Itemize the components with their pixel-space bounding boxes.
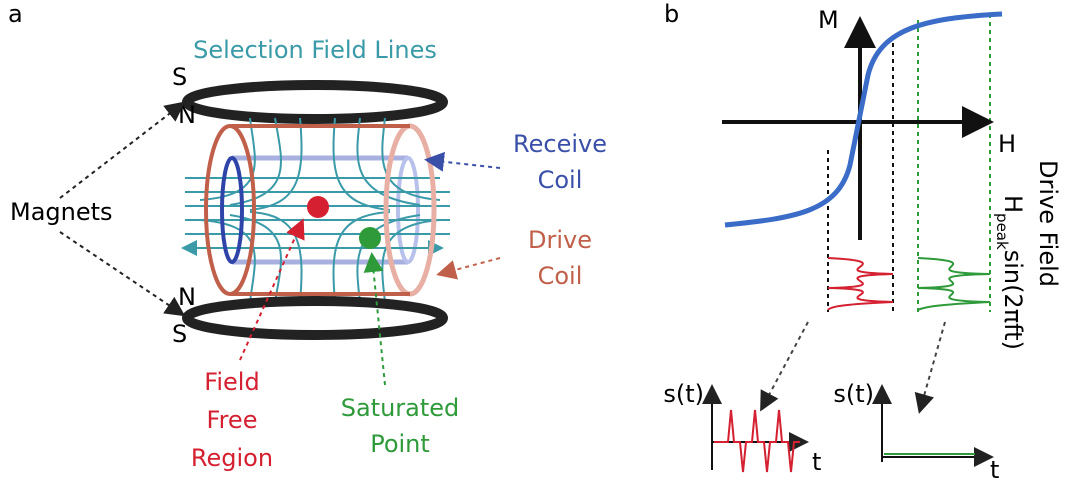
drive-coil-end xyxy=(206,126,254,294)
axis-label: t xyxy=(812,448,821,476)
axis-label: s(t) xyxy=(663,380,704,408)
receive-coil-label: Receive xyxy=(513,130,607,158)
axis-label: t xyxy=(990,456,999,484)
ffr-label: Field xyxy=(204,368,259,396)
symbol: H xyxy=(999,195,1027,213)
panel-b: b M H Drive Field Hpeaksin(2πft) s(t) t … xyxy=(663,0,1062,484)
panel-label: a xyxy=(8,0,23,28)
axis-label: M xyxy=(818,6,839,34)
pole-label: S xyxy=(172,320,187,348)
expression: sin(2πft) xyxy=(999,250,1027,350)
pole-label: S xyxy=(172,63,187,91)
drive-signal xyxy=(918,258,990,310)
title: Selection Field Lines xyxy=(193,36,437,64)
ffr-label: Region xyxy=(191,444,273,472)
field-free-point xyxy=(307,196,329,218)
receive-coil-label: Coil xyxy=(538,166,583,194)
receive-coil-end xyxy=(222,158,242,262)
saturated-label: Point xyxy=(370,430,430,458)
saturated-point xyxy=(359,227,381,249)
drive-coil-label: Drive xyxy=(528,226,592,254)
arrow xyxy=(60,232,182,314)
panel-a: a Selection Field Lines S N N S Magnets … xyxy=(8,0,607,472)
saturated-label: Saturated xyxy=(341,394,460,422)
pole-label: N xyxy=(178,283,196,311)
panel-label: b xyxy=(664,0,679,28)
axis-label: H xyxy=(998,130,1016,158)
arrow xyxy=(440,258,500,274)
drive-coil-label: Coil xyxy=(538,262,583,290)
magnet-ring xyxy=(187,85,443,119)
subscript: peak xyxy=(993,213,1011,250)
arrow xyxy=(60,104,182,198)
drive-coil-end xyxy=(386,126,434,294)
drive-signal xyxy=(828,258,893,310)
drive-field-expr: Hpeaksin(2πft) xyxy=(993,195,1027,350)
arrow xyxy=(762,322,808,408)
guide-line xyxy=(918,14,990,312)
ffr-label: Free xyxy=(207,406,258,434)
drive-field-title: Drive Field xyxy=(1034,160,1062,287)
magnets-label: Magnets xyxy=(10,198,113,226)
magnet-ring xyxy=(187,301,443,335)
axis-label: s(t) xyxy=(833,380,874,408)
receive-coil-end xyxy=(398,158,418,262)
arrow xyxy=(920,322,945,410)
signal-trace xyxy=(714,410,800,472)
diagram: a Selection Field Lines S N N S Magnets … xyxy=(0,0,1080,493)
magnetization-curve xyxy=(725,14,1002,225)
arrow xyxy=(428,160,500,168)
